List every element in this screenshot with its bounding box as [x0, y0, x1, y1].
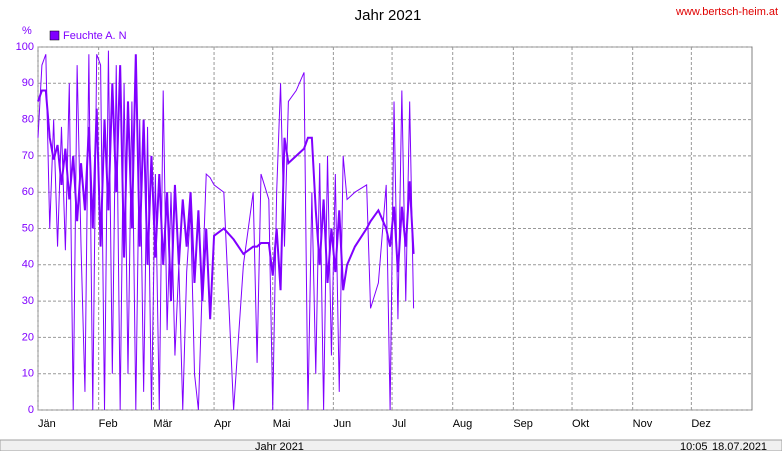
y-tick-label: 0	[28, 404, 34, 416]
status-cell: 10:05	[680, 441, 708, 451]
legend-swatch	[49, 30, 60, 41]
y-tick-label: 40	[22, 259, 34, 271]
x-tick-label: Feb	[99, 418, 118, 430]
y-tick-label: 100	[16, 41, 34, 53]
x-tick-label: Aug	[453, 418, 473, 430]
x-tick-label: Okt	[572, 418, 589, 430]
status-bar	[0, 439, 782, 451]
x-tick-label: Jun	[333, 418, 351, 430]
chart-title: Jahr 2021	[355, 7, 422, 24]
status-cell: Jahr 2021	[255, 441, 304, 451]
x-tick-label: Jän	[38, 418, 56, 430]
y-tick-label: 70	[22, 150, 34, 162]
y-tick-label: 30	[22, 295, 34, 307]
status-cell: 18.07.2021	[712, 441, 767, 451]
y-tick-label: 20	[22, 331, 34, 343]
x-tick-label: Nov	[633, 418, 653, 430]
watermark: www.bertsch-heim.at	[675, 6, 778, 18]
data-line	[37, 54, 415, 320]
data-line	[37, 50, 415, 411]
y-tick-label: 60	[22, 186, 34, 198]
y-tick-label: 90	[22, 77, 34, 89]
x-tick-label: Dez	[691, 418, 711, 430]
y-tick-label: 10	[22, 368, 34, 380]
legend-label: Feuchte A. N	[63, 30, 127, 42]
x-tick-label: Mai	[273, 418, 291, 430]
x-tick-label: Mär	[153, 418, 172, 430]
x-tick-label: Jul	[392, 418, 406, 430]
y-unit: %	[22, 25, 32, 37]
x-tick-label: Apr	[214, 418, 231, 430]
x-tick-label: Sep	[513, 418, 533, 430]
y-tick-label: 80	[22, 114, 34, 126]
y-tick-label: 50	[22, 222, 34, 234]
